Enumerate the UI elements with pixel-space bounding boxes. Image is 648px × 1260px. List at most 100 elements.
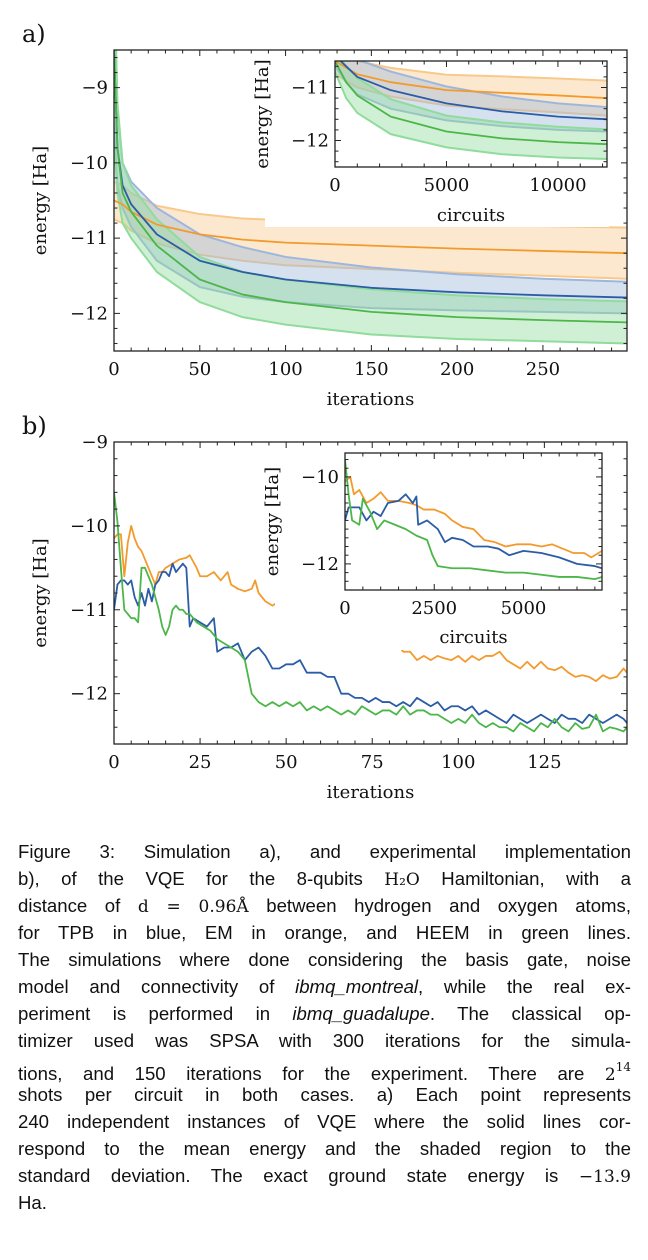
std-upper-edge-2 [115,50,627,303]
series-line-2 [335,61,607,146]
caption-line: distance of d = 0.96Å between hydrogen a… [18,892,631,919]
y-tick-label: −12 [301,554,339,575]
caption-text: standard deviation. The exact ground sta… [18,1165,579,1186]
ticks [344,453,602,591]
caption-line: timizer used was SPSA with 300 iteration… [18,1027,631,1054]
std-upper-edge-1 [358,61,607,109]
caption-text: timizer used was SPSA with 300 iteration… [18,1030,631,1051]
caption-text: 240 independent instances of VQE where t… [18,1111,631,1132]
caption-line: periment is performed in ibmq_guadalupe.… [18,1000,631,1027]
caption-line: 240 independent instances of VQE where t… [18,1108,631,1135]
panel-b-main-chart: 0 25 50 75 100 125 −9 −10 −11 −12 iterations energy… [30,432,628,803]
caption-text: between hydrogen and oxygen atoms, [248,895,632,916]
x-tick-label: 5000 [501,598,547,619]
x-tick-label: 25 [189,752,212,773]
y-axis-label: energy [Ha] [30,538,51,647]
axes-frame [113,49,628,352]
caption-text: 2 [604,1065,616,1085]
caption-text: , while the real ex- [418,976,632,997]
x-tick-label: 75 [361,752,384,773]
std-lower-edge-0 [114,218,627,280]
caption-text: ibmq_montreal [295,976,419,997]
caption-text: H₂O [384,870,420,890]
ticks [113,441,627,745]
caption-line: Figure 3: Simulation a), and experimenta… [18,838,631,865]
panel-label-a: a) [22,20,46,48]
std-band-0 [114,181,627,279]
caption-line: The simulations where done considering t… [18,946,631,973]
panel-label-b: b) [22,412,47,440]
x-tick-label: 150 [354,359,388,380]
axes-frame [344,452,603,591]
y-axis-label: energy [Ha] [30,146,51,255]
caption-text: distance of [18,895,138,916]
panel-b-inset-chart: 0 2500 5000 −10 −12 circuits energy [Ha] [262,451,604,650]
caption-text: 14 [615,1060,631,1074]
caption-text: Figure 3: Simulation a), and experimenta… [18,841,631,862]
x-tick-label: 0 [108,359,119,380]
figure-caption: Figure 3: Simulation a), and experimenta… [18,838,631,1216]
std-band-2 [114,50,627,344]
std-band-1 [335,61,607,132]
x-tick-label: 100 [441,752,475,773]
caption-text: tions, and 150 iterations for the experi… [18,1063,605,1084]
caption-text: d = 0.96Å [137,897,249,917]
y-tick-label: −11 [70,228,108,249]
y-tick-label: −11 [291,78,329,99]
caption-line: tions, and 150 iterations for the experi… [18,1054,631,1085]
series-line-2 [114,50,627,324]
axes-frame [334,60,608,168]
x-axis-label: iterations [327,389,415,410]
caption-line: shots per circuit in both cases. a) Each… [18,1081,631,1108]
std-upper-edge-0 [355,61,607,82]
panel-a-main-chart: 0 50 100 150 200 250 −9 −10 −11 −12 iterations ener… [30,49,628,410]
caption-text: model and connectivity of [18,976,296,997]
std-band-2 [335,61,607,160]
std-lower-edge-2 [114,140,627,345]
x-tick-label: 2500 [411,598,457,619]
series-line-1 [345,493,602,570]
caption-line: Ha. [18,1189,631,1216]
y-axis-label: energy [Ha] [252,59,273,168]
y-tick-label: −12 [70,303,108,324]
caption-line: standard deviation. The exact ground sta… [18,1162,631,1189]
x-tick-label: 250 [526,359,560,380]
series-line-1 [339,61,607,121]
caption-text: periment is performed in [18,1003,293,1024]
caption-text: Ha. [18,1192,47,1213]
caption-text: b), of the VQE for the 8-qubits [18,868,385,889]
x-tick-label: 100 [268,359,302,380]
series-line-1 [114,562,627,724]
caption-text: Hamiltonian, with a [419,868,631,889]
x-axis-label: circuits [439,627,507,648]
ticks [113,50,627,351]
y-tick-label: −10 [301,467,339,488]
y-tick-label: −10 [70,153,108,174]
y-tick-label: −12 [291,131,329,152]
std-lower-edge-0 [335,73,607,117]
y-tick-label: −10 [70,516,108,537]
plot-area [114,50,627,345]
series-line-0 [335,61,607,99]
caption-text: . The classical op- [429,1003,631,1024]
x-tick-label: 0 [339,598,350,619]
caption-text: −13.9 [578,1167,631,1187]
x-tick-label: 10000 [529,175,586,196]
series-line-2 [345,459,602,581]
x-tick-label: 0 [329,175,340,196]
x-tick-label: 125 [527,752,561,773]
caption-text: ibmq_guadalupe [292,1003,430,1024]
caption-text: shots per circuit in both cases. a) Each… [18,1084,631,1105]
series-line-0 [114,199,627,255]
caption-line: model and connectivity of ibmq_montreal,… [18,973,631,1000]
y-tick-label: −9 [81,78,108,99]
plot-area [345,459,602,581]
x-tick-label: 50 [275,752,298,773]
inset-background [265,59,609,227]
std-lower-edge-2 [335,71,607,161]
y-axis-label: energy [Ha] [262,467,283,576]
y-tick-label: −9 [81,432,108,453]
figure-3: a) b) 0 50 100 150 200 250−9−10−11−12iteratio… [22,20,628,803]
panel-a-inset-chart: 0 5000 10000 −11 −12 circuits energy [Ha] [252,59,609,227]
x-tick-label: 5000 [424,175,470,196]
